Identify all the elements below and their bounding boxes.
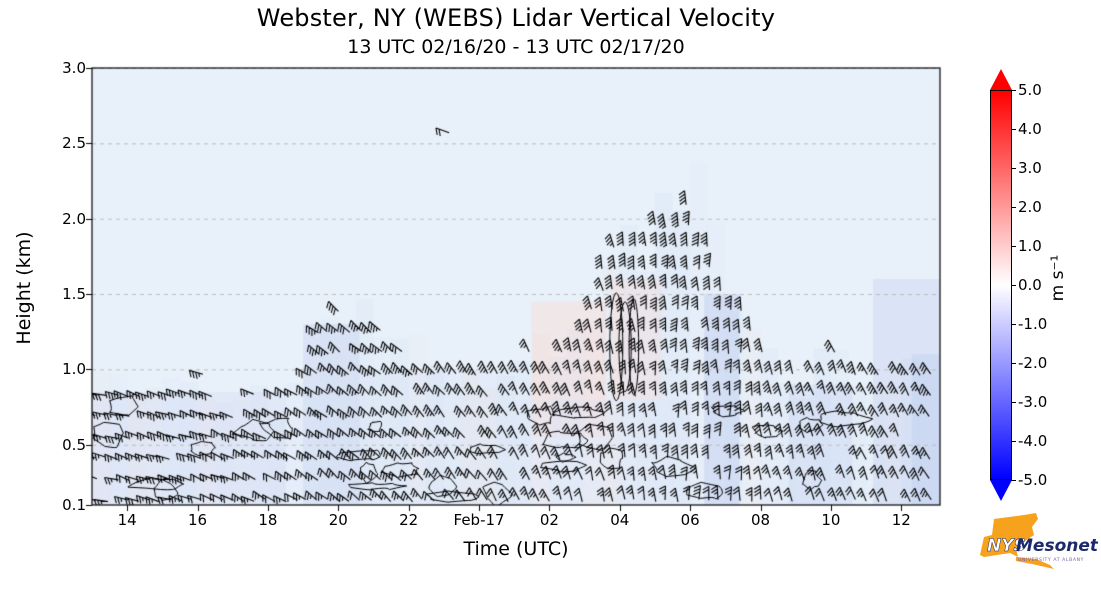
chart-subtitle: 13 UTC 02/16/20 - 13 UTC 02/17/20 — [347, 36, 685, 58]
x-tick-label: 04 — [610, 511, 630, 529]
y-tick-label: 0.5 — [62, 435, 86, 454]
colorbar-units-label: m s⁻¹ — [1048, 254, 1068, 302]
x-tick-label: 08 — [751, 511, 771, 529]
colorbar-tick-mark — [1011, 168, 1016, 169]
x-tick-label: 20 — [328, 511, 348, 529]
x-tick-label: 22 — [399, 511, 419, 529]
colorbar-tick-mark — [1011, 402, 1016, 403]
colorbar-tick-mark — [1011, 324, 1016, 325]
colorbar-tick-label: 3.0 — [1018, 159, 1042, 177]
colorbar-tick-label: -1.0 — [1018, 315, 1048, 333]
y-axis-label: Height (km) — [13, 231, 35, 345]
x-tick-label: 06 — [680, 511, 700, 529]
colorbar-tick-label: 0.0 — [1018, 276, 1042, 294]
colorbar-tick-mark — [1011, 285, 1016, 286]
nys-mesonet-logo: NYS Mesonet UNIVERSITY AT ALBANY — [972, 506, 1099, 590]
y-tick-label: 1.0 — [62, 360, 86, 379]
colorbar-tick-mark — [1011, 441, 1016, 442]
colorbar-tick-label: 4.0 — [1018, 120, 1042, 138]
x-axis-label: Time (UTC) — [463, 538, 569, 560]
colorbar-tick-label: 5.0 — [1018, 81, 1042, 99]
y-tick-label: 2.0 — [62, 209, 86, 228]
colorbar-tick-label: 1.0 — [1018, 237, 1042, 255]
x-tick-label: 14 — [117, 511, 137, 529]
colorbar-tick-mark — [1011, 129, 1016, 130]
logo-subtext: UNIVERSITY AT ALBANY — [1018, 557, 1084, 563]
x-tick-label: 18 — [258, 511, 278, 529]
colorbar-tick-label: -5.0 — [1018, 471, 1048, 489]
chart-title: Webster, NY (WEBS) Lidar Vertical Veloci… — [256, 4, 776, 32]
x-tick-label: 12 — [891, 511, 911, 529]
y-tick-label: 2.5 — [62, 134, 86, 153]
logo-mesonet-text: Mesonet — [1016, 536, 1098, 556]
y-tick-label: 3.0 — [62, 59, 86, 77]
y-tick-label: 0.1 — [62, 496, 86, 514]
x-tick-label: Feb-17 — [453, 511, 505, 529]
colorbar-tick-mark — [1011, 246, 1016, 247]
colorbar-tick-label: -4.0 — [1018, 432, 1048, 450]
colorbar-tick-label: 2.0 — [1018, 198, 1042, 216]
colorbar-arrow-top — [990, 69, 1012, 90]
colorbar-tick-mark — [1011, 207, 1016, 208]
colorbar-tick-label: -3.0 — [1018, 393, 1048, 411]
nys-mesonet-logo-graphic: NYS Mesonet UNIVERSITY AT ALBANY — [980, 513, 1099, 569]
x-tick-label: 02 — [539, 511, 559, 529]
colorbar-tick-mark — [1011, 480, 1016, 481]
colorbar-tick-mark — [1011, 90, 1016, 91]
y-tick-label: 1.5 — [62, 285, 86, 304]
ny-state-shape — [980, 513, 1038, 557]
colorbar-arrow-bottom — [990, 480, 1012, 501]
colorbar-tick-mark — [1011, 363, 1016, 364]
colorbar — [990, 90, 1012, 480]
colorbar-tick-label: -2.0 — [1018, 354, 1048, 372]
x-tick-label: 10 — [821, 511, 841, 529]
long-island-shape — [1016, 557, 1054, 569]
logo-nys-text: NYS — [987, 536, 1026, 556]
x-tick-label: 16 — [188, 511, 208, 529]
